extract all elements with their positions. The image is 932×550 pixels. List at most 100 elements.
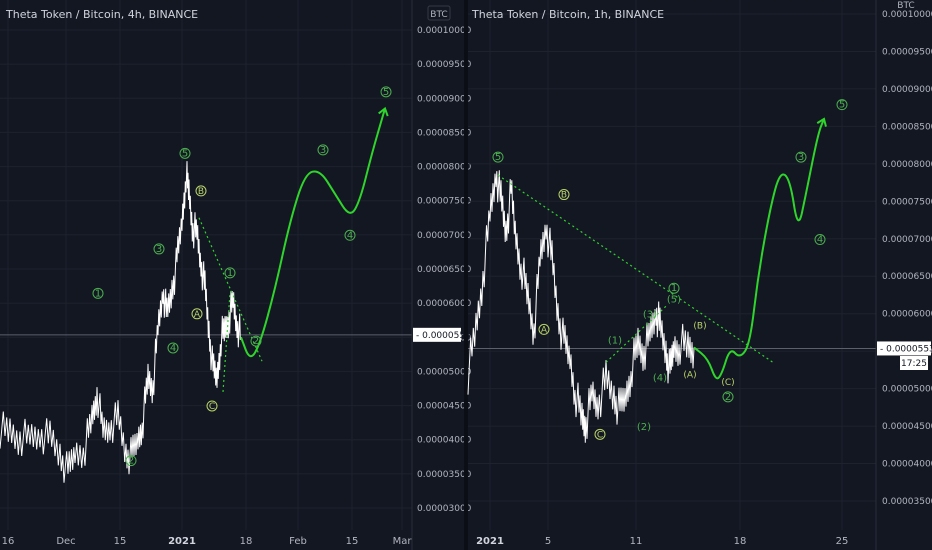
grid-lines xyxy=(0,0,412,530)
wave-label: 1 xyxy=(227,268,233,279)
wave-label: 2 xyxy=(128,456,134,467)
countdown-badge xyxy=(900,356,928,370)
wave-label-circle xyxy=(206,400,218,412)
y-tick-label: 0.00010000 xyxy=(417,26,472,36)
wave-label: A xyxy=(194,310,201,320)
wave-label-circle xyxy=(795,151,807,163)
price-series-line xyxy=(0,161,242,483)
panel-divider xyxy=(464,0,468,550)
wave-label-circle xyxy=(558,189,570,201)
current-price-tag: - 0.00005536 xyxy=(877,341,932,356)
chart-title: Theta Token / Bitcoin, 1h, BINANCE xyxy=(471,8,664,21)
y-tick-label: 0.00008500 xyxy=(882,122,932,132)
wave-label-circle xyxy=(250,335,262,347)
wave-label: (2) xyxy=(637,422,651,433)
wave-label-circle xyxy=(492,151,504,163)
wave-labels-layer: 5 A B C (1) (2) (3) (4) (5)1 (B) (A) (C) 2 3 4 5 xyxy=(492,99,848,440)
wave-label: C xyxy=(209,402,215,412)
wave-label: B xyxy=(561,191,567,201)
projection-path xyxy=(240,108,386,358)
y-tick-label: 0.00008000 xyxy=(882,160,932,170)
current-price-tag: - 0.00005536 xyxy=(413,327,477,342)
wave-label: B xyxy=(198,187,204,197)
wave-label: 4 xyxy=(347,230,353,241)
trend-line xyxy=(605,305,667,363)
wave-label: C xyxy=(597,430,603,440)
x-tick-label: 25 xyxy=(836,536,849,547)
wave-label: (1) xyxy=(608,336,622,347)
wave-label: 3 xyxy=(798,152,804,163)
wave-label-circle xyxy=(92,287,104,299)
chart-panel-1h: 5 A B C (1) (2) (3) (4) (5)1 (B) (A) (C) 2 3 4 5 Theta … xyxy=(467,0,932,550)
y-tick-label: 0.00007500 xyxy=(882,197,932,207)
y-tick-label: 0.00007000 xyxy=(417,231,472,241)
series-layer xyxy=(0,106,412,483)
y-tick-label: 0.00005000 xyxy=(417,367,472,377)
y-tick-label: 0.00007500 xyxy=(417,197,472,207)
countdown-timer: 17:25 xyxy=(901,359,927,369)
wave-label: (C) xyxy=(721,378,734,388)
x-tick-label: 2021 xyxy=(476,536,504,547)
wave-label: 3 xyxy=(156,244,162,255)
price-tag-text: - 0.00005536 xyxy=(416,331,477,341)
trend-line xyxy=(222,292,231,392)
x-tick-label: 15 xyxy=(346,536,359,547)
wave-label-circle xyxy=(153,243,165,255)
x-tick-label: 18 xyxy=(734,536,747,547)
price-tag-box xyxy=(877,341,931,356)
wave-label: 1 xyxy=(671,283,677,294)
wave-label: 4 xyxy=(170,343,176,354)
y-tick-label: 0.00009500 xyxy=(882,47,932,57)
y-axis-ticks: 0.00010000 0.00009500 0.00009000 0.00008500… xyxy=(417,26,472,514)
grid-lines xyxy=(468,0,876,530)
wave-label-circle xyxy=(167,342,179,354)
wave-label: 1 xyxy=(95,288,101,299)
x-tick-label: 16 xyxy=(2,536,15,547)
wave-label: 2 xyxy=(725,392,731,403)
wave-label: A xyxy=(541,325,548,335)
x-tick-label: 2021 xyxy=(168,536,196,547)
wave-label-circle xyxy=(191,308,203,320)
x-axis-ticks: 16 Dec 15 2021 18 Feb 15 Mar xyxy=(2,536,413,547)
x-tick-label: Dec xyxy=(56,536,75,547)
y-tick-label: 0.00004500 xyxy=(417,402,472,412)
wave-label: 5 xyxy=(839,100,845,111)
y-tick-label: 0.00004000 xyxy=(417,436,472,446)
y-tick-label: 0.00003500 xyxy=(417,470,472,480)
price-tag-text: - 0.00005536 xyxy=(880,344,932,354)
price-series-line xyxy=(467,170,695,443)
wave-label: (A) xyxy=(683,370,696,380)
wave-label-circle xyxy=(344,229,356,241)
y-tick-label: 0.00003500 xyxy=(882,497,932,507)
projection-arrowhead xyxy=(816,117,827,127)
y-tick-label: 0.00006000 xyxy=(882,310,932,320)
wave-label: (3) xyxy=(643,309,657,320)
y-tick-label: 0.00009500 xyxy=(417,60,472,70)
x-tick-label: 15 xyxy=(114,536,127,547)
projection-path xyxy=(693,118,825,380)
y-tick-label: 0.00010000 xyxy=(882,10,932,20)
wave-label-circle xyxy=(668,282,680,294)
chart-title: Theta Token / Bitcoin, 4h, BINANCE xyxy=(5,8,198,21)
wave-label: 2 xyxy=(253,336,259,347)
wave-label-circle xyxy=(836,99,848,111)
x-tick-label: 18 xyxy=(240,536,253,547)
trend-line xyxy=(497,174,774,363)
wave-label-circle xyxy=(594,428,606,440)
series-layer xyxy=(467,117,876,443)
wave-label: 5 xyxy=(182,148,188,159)
wave-label-circle xyxy=(125,455,137,467)
wave-label-circle xyxy=(538,323,550,335)
wave-label: 3 xyxy=(320,145,326,156)
wave-label-circle xyxy=(814,234,826,246)
chart-panel-4h: 1 2 3 4 5 B A C 1 2 3 4 5 Theta Token / Bitcoin, 4h,… xyxy=(0,0,477,550)
wave-label: 5 xyxy=(383,87,389,98)
projection-arrowhead xyxy=(378,106,389,117)
wave-label: 5 xyxy=(495,152,501,163)
y-tick-label: 0.00008000 xyxy=(417,163,472,173)
wave-label: 4 xyxy=(817,235,823,246)
wave-label: (4) xyxy=(653,373,667,384)
y-tick-label: 0.00009000 xyxy=(882,85,932,95)
currency-badge xyxy=(427,5,451,21)
y-tick-label: 0.00006500 xyxy=(882,272,932,282)
